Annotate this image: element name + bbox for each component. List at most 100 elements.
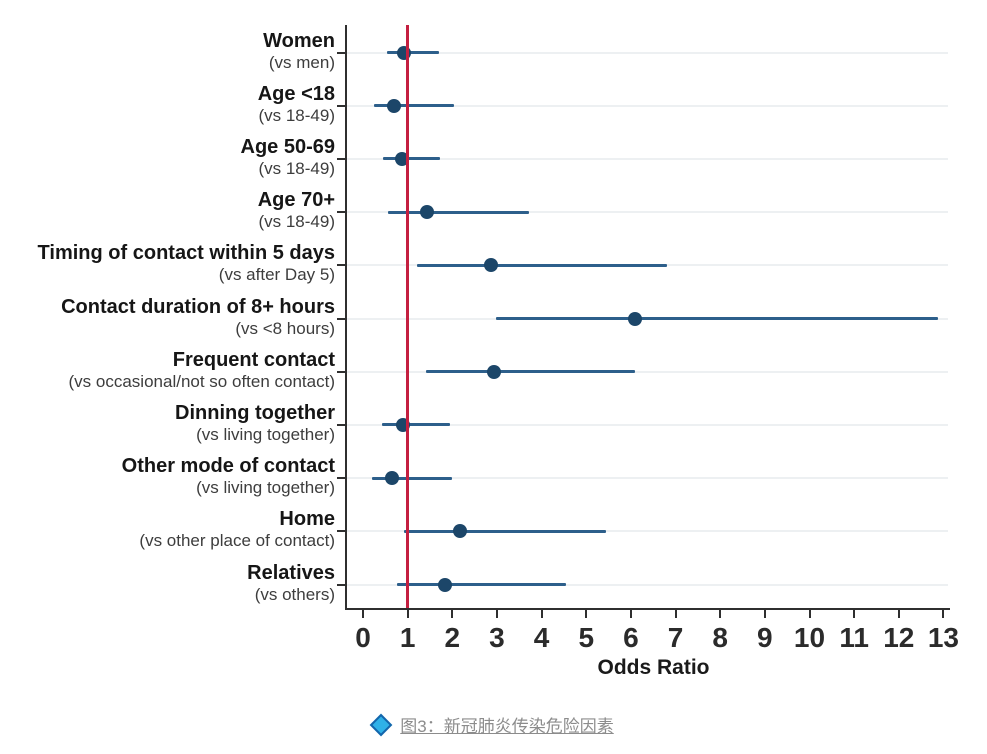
y-axis-row-tick [337, 51, 345, 54]
row-label-sub: (vs occasional/not so often contact) [68, 371, 335, 391]
row-label: Frequent contact (vs occasional/not so of… [0, 348, 335, 392]
x-tick-label: 5 [578, 622, 595, 653]
row-label: Women (vs men) [0, 30, 335, 73]
row-label-main: Age 70+ [257, 189, 335, 212]
x-tick [942, 610, 945, 618]
x-tick-label: 3 [489, 622, 505, 653]
ci-line [396, 583, 566, 586]
ci-line [382, 157, 440, 161]
x-tick [451, 610, 454, 618]
x-tick [808, 610, 811, 618]
row-label-main: Dinning together [175, 401, 335, 424]
x-tick-label: 1 [399, 622, 416, 653]
y-axis-row-tick [337, 370, 345, 373]
row-label: Age 50-69 (vs 18-49) [0, 136, 336, 179]
row-label-sub: (vs after Day 5) [218, 265, 335, 285]
row-label: Contact duration of 8+ hours (vs <8 hours… [0, 295, 335, 339]
ci-line [373, 104, 454, 108]
x-tick [362, 610, 364, 618]
y-axis-row-tick [337, 211, 345, 214]
x-tick-label: 4 [533, 622, 550, 653]
y-axis-row-tick [337, 157, 345, 160]
grid-line [347, 370, 948, 373]
row-label: Timing of contact within 5 days (vs after… [0, 243, 335, 285]
grid-line [347, 530, 948, 533]
row-label-sub: (vs others) [254, 584, 335, 604]
ci-line [403, 529, 606, 533]
or-marker [386, 98, 401, 113]
row-label-sub: (vs men) [268, 52, 335, 72]
or-marker [395, 417, 410, 432]
or-marker [453, 524, 468, 539]
grid-line [347, 477, 948, 480]
row-label-sub: (vs 18-49) [258, 212, 335, 232]
ci-line [381, 423, 451, 427]
ci-line [386, 51, 439, 54]
y-axis-row-tick [337, 583, 345, 586]
row-label: Home (vs other place of contact) [0, 509, 335, 551]
ci-line [416, 263, 667, 267]
x-tick [853, 610, 856, 618]
grid-line [347, 583, 948, 586]
row-label-sub: (vs living together) [196, 478, 335, 498]
grid-line [347, 51, 948, 54]
x-tick-label: 9 [757, 622, 773, 653]
ci-line [426, 370, 636, 374]
x-tick [540, 610, 543, 618]
y-axis-row-tick [337, 317, 345, 320]
grid-line [347, 104, 948, 107]
x-tick-label: 13 [927, 622, 960, 653]
row-label-main: Frequent contact [172, 348, 335, 371]
grid-line [347, 211, 948, 214]
y-axis-row-tick [337, 530, 345, 533]
or-marker [385, 471, 400, 486]
ci-line [388, 210, 530, 214]
row-label-main: Other mode of contact [121, 455, 335, 478]
x-tick [406, 610, 409, 618]
row-label-main: Timing of contact within 5 days [37, 242, 335, 265]
x-tick [495, 610, 498, 618]
grid-line [347, 157, 948, 160]
row-label-sub: (vs <8 hours) [235, 318, 335, 338]
row-label-main: Home [279, 508, 335, 531]
x-tick-label: 10 [793, 622, 826, 653]
y-axis-row-tick [337, 264, 345, 267]
x-tick [763, 610, 766, 618]
grid-line [347, 423, 948, 426]
y-axis-row-tick [337, 423, 345, 426]
y-axis-row-tick [337, 104, 345, 107]
x-tick [585, 610, 588, 618]
or-marker [487, 364, 502, 379]
x-tick-label: 8 [712, 622, 728, 653]
ci-line [495, 317, 939, 320]
x-tick [629, 610, 632, 618]
x-axis-title: Odds Ratio [597, 656, 710, 679]
row-label: Dinning together (vs living together) [0, 401, 335, 445]
x-tick-label: 7 [667, 622, 684, 653]
row-label-sub: (vs 18-49) [258, 158, 335, 178]
y-axis-line [345, 25, 347, 610]
row-label-main: Age <18 [257, 82, 335, 105]
row-label: Relatives (vs others) [0, 561, 335, 605]
or-marker [419, 205, 434, 220]
row-label-main: Relatives [247, 561, 335, 584]
x-tick [719, 610, 722, 618]
x-tick-label: 12 [883, 622, 915, 653]
row-label-main: Contact duration of 8+ hours [61, 295, 335, 318]
x-tick-label: 11 [839, 622, 869, 653]
or-marker [438, 577, 453, 592]
or-marker [394, 151, 409, 166]
x-tick-label: 2 [444, 622, 461, 653]
x-tick [897, 610, 900, 618]
row-label: Other mode of contact (vs living together… [0, 456, 335, 498]
figure-caption-link[interactable]: 图3：新冠肺炎传染危险因素 [400, 717, 614, 736]
row-label: Age <18 (vs 18-49) [0, 82, 335, 126]
x-tick-label: 0 [355, 622, 371, 653]
or-marker [397, 45, 412, 60]
diamond-icon [369, 713, 393, 736]
ci-line [371, 476, 452, 480]
y-axis-row-tick [337, 477, 345, 480]
row-label: Age 70+ (vs 18-49) [0, 190, 335, 232]
x-tick [674, 610, 677, 618]
